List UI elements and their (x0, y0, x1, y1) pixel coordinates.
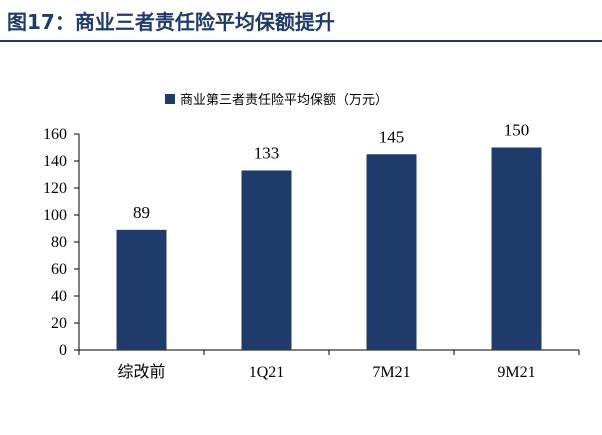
y-tick-label: 120 (43, 180, 67, 197)
bar (241, 170, 292, 350)
y-tick-label: 60 (51, 261, 67, 278)
x-tick-label: 9M21 (497, 364, 535, 381)
figure-title: 图17：商业三者责任险平均保额提升 (7, 10, 335, 34)
data-label: 145 (379, 127, 405, 146)
y-tick-label: 40 (51, 288, 67, 305)
figure-header: 图17：商业三者责任险平均保额提升 (0, 0, 602, 44)
y-tick-label: 160 (43, 126, 67, 143)
x-tick-label: 7M21 (372, 364, 410, 381)
legend-label: 商业第三者责任险平均保额（万元） (180, 93, 388, 108)
title-divider (0, 40, 602, 42)
data-label: 89 (133, 203, 150, 222)
bar (491, 147, 542, 350)
x-tick-label: 综改前 (117, 363, 165, 381)
legend-swatch (165, 94, 175, 104)
bar (366, 154, 417, 350)
bar (116, 229, 167, 350)
data-label: 133 (254, 143, 280, 162)
x-tick-label: 1Q21 (249, 364, 285, 381)
y-tick-label: 0 (59, 342, 67, 359)
y-tick-label: 100 (43, 207, 67, 224)
data-label: 150 (504, 121, 530, 140)
y-tick-label: 140 (43, 153, 67, 170)
y-tick-label: 80 (51, 234, 67, 251)
y-tick-label: 20 (51, 315, 67, 332)
